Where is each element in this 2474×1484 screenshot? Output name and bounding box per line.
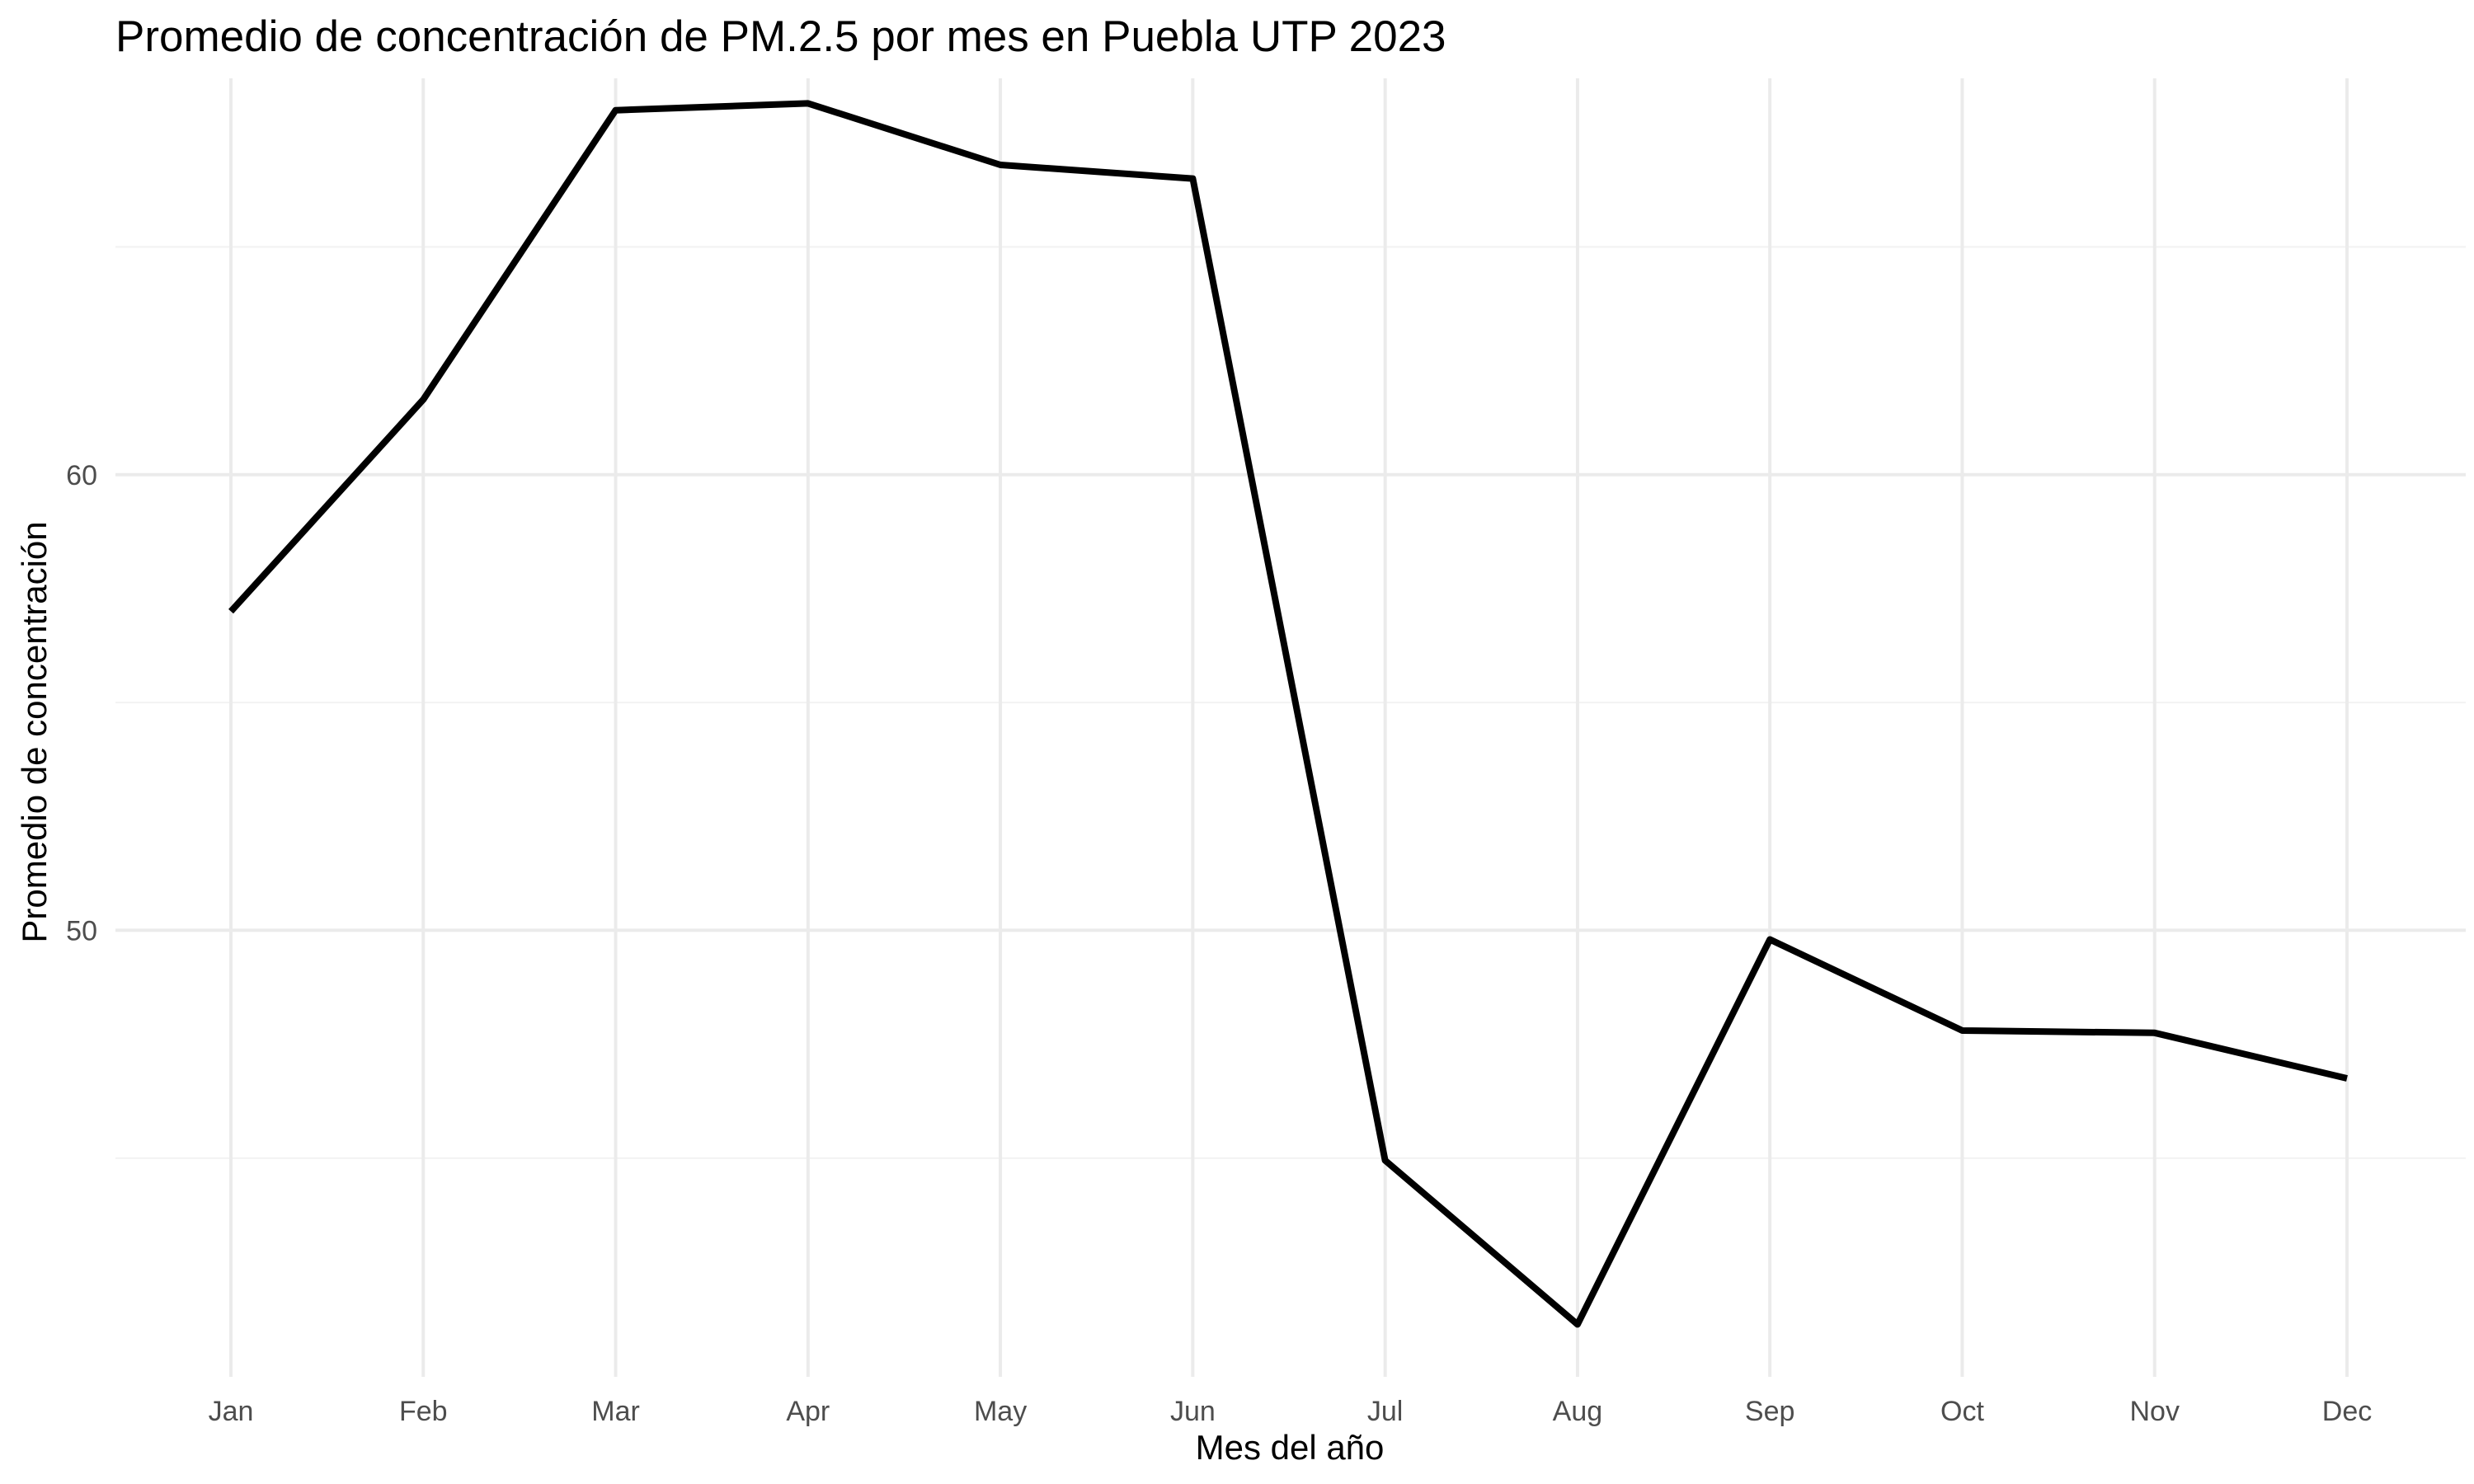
x-tick-label: Jul [1367,1396,1403,1427]
y-axis-ticks: 50 60 [66,460,97,947]
x-tick-label: Dec [2322,1396,2372,1427]
chart-title: Promedio de concentración de PM.2.5 por … [115,12,1446,61]
x-tick-label: Jan [209,1396,254,1427]
x-tick-label: Jun [1170,1396,1216,1427]
x-tick-label: May [974,1396,1027,1427]
grid [115,78,2466,1377]
x-tick-label: Feb [399,1396,448,1427]
series-line [228,100,2348,1328]
y-tick-label: 50 [66,915,97,946]
x-tick-label: Sep [1745,1396,1795,1427]
x-tick-label: Nov [2129,1396,2179,1427]
x-tick-label: Oct [1940,1396,1984,1427]
series-layer [228,100,2348,1328]
x-axis-title: Mes del año [1196,1428,1385,1467]
y-tick-label: 60 [66,460,97,491]
y-axis-title: Promedio de concentración [15,521,54,942]
x-tick-label: Aug [1553,1396,1603,1427]
x-tick-label: Apr [786,1396,830,1427]
x-tick-label: Mar [591,1396,640,1427]
x-axis-ticks: Jan Feb Mar Apr May Jun Jul Aug Sep Oct Nov Dec [209,1396,2373,1427]
